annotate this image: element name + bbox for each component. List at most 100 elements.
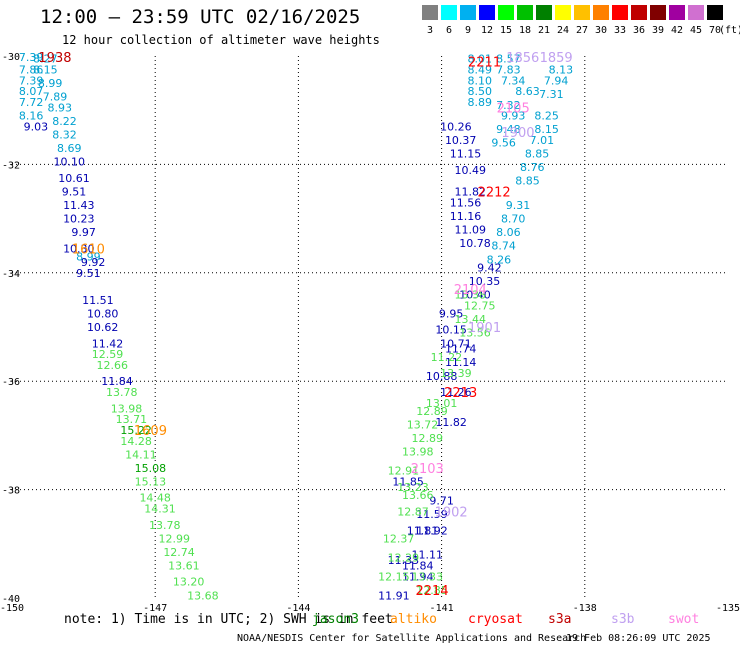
- wave-height-point: 7.72: [19, 96, 44, 109]
- wave-height-point: 8.93: [47, 101, 72, 114]
- wave-height-point: 7.34: [501, 74, 526, 87]
- scale-label: 24: [556, 25, 570, 36]
- wave-height-point: 11.11: [412, 549, 444, 562]
- wave-height-point: 12.87: [397, 505, 429, 518]
- wave-height-point: 9.71: [429, 494, 454, 507]
- wave-height-point: 9.48: [496, 123, 521, 136]
- wave-height-point: 8.22: [52, 115, 77, 128]
- wave-height-point: 13.56: [459, 326, 491, 339]
- wave-height-point: 11.84: [101, 375, 133, 388]
- wave-height-point: 15.22: [120, 424, 152, 437]
- time-annotation: 2211: [468, 55, 501, 70]
- wave-height-point: 11.51: [82, 294, 114, 307]
- wave-height-point: 9.92: [81, 256, 106, 269]
- scale-swatch: [555, 5, 571, 20]
- wave-height-point: 8.01: [468, 53, 493, 66]
- scale-label: 36: [632, 25, 646, 36]
- wave-height-point: 9.31: [506, 199, 531, 212]
- wave-height-point: 12.59: [92, 348, 124, 361]
- wave-height-point: 15.08: [135, 462, 167, 475]
- time-annotation: 1856: [506, 51, 539, 66]
- wave-height-point: 10.49: [454, 164, 486, 177]
- wave-height-point: 8.06: [496, 226, 521, 239]
- scale-swatch: [517, 5, 533, 20]
- wave-height-point: 9.56: [491, 137, 516, 150]
- mission-label: cryosat: [468, 612, 523, 627]
- wave-height-point: 12.74: [163, 546, 195, 559]
- wave-height-point: 11.82: [454, 186, 486, 199]
- scale-label: 21: [537, 25, 551, 36]
- wave-height-point: 9.42: [477, 261, 502, 274]
- scale-label: 70: [708, 25, 722, 36]
- x-tick-label: -138: [573, 603, 597, 614]
- wave-height-point: 9.03: [24, 120, 49, 133]
- wave-height-point: 13.98: [402, 446, 434, 459]
- wave-height-point: 8.85: [515, 175, 540, 188]
- wave-height-point: 8.16: [19, 110, 44, 123]
- wave-height-point: 13.61: [168, 559, 200, 572]
- scale-label: 39: [651, 25, 665, 36]
- mission-label: altiko: [390, 612, 437, 627]
- y-tick-label: -30: [2, 52, 20, 63]
- wave-height-point: 10.71: [440, 337, 472, 350]
- wave-height-point: 12.89: [416, 405, 448, 418]
- wave-height-point: 11.74: [445, 343, 477, 356]
- scale-swatch: [669, 5, 685, 20]
- wave-height-point: 8.85: [525, 148, 550, 161]
- wave-height-point: 11.94: [402, 570, 434, 583]
- wave-height-point: 7.89: [43, 91, 68, 104]
- wave-height-point: 11.82: [435, 416, 467, 429]
- wave-height-point: 13.98: [111, 402, 143, 415]
- mission-label: jason3: [312, 612, 359, 627]
- time-annotation: 2103: [411, 462, 444, 477]
- wave-height-point: 8.70: [501, 213, 526, 226]
- y-tick-label: -38: [2, 486, 20, 497]
- wave-height-point: 8.13: [549, 64, 574, 77]
- wave-height-point: 13.38: [454, 288, 486, 301]
- wave-height-point: 12.29: [388, 551, 420, 564]
- footer-timestamp: 19 Feb 08:26:09 UTC 2025: [566, 633, 711, 644]
- wave-height-point: 8.99: [76, 251, 101, 264]
- time-annotation: 1938: [38, 51, 71, 66]
- time-annotation: 1901: [468, 321, 501, 336]
- wave-height-point: 8.50: [468, 85, 493, 98]
- wave-height-point: 12.66: [96, 359, 128, 372]
- wave-height-point: 11.56: [450, 196, 482, 209]
- chart-title: 12:00 — 23:59 UTC 02/16/2025: [40, 6, 361, 28]
- wave-height-point: 11.14: [445, 356, 477, 369]
- wave-height-point: 7.83: [496, 64, 521, 77]
- x-tick-label: -150: [0, 603, 24, 614]
- scale-swatch: [688, 5, 704, 20]
- wave-height-point: 11.16: [450, 210, 482, 223]
- wave-height-point: 12.89: [412, 432, 444, 445]
- wave-height-point: 11.15: [450, 148, 482, 161]
- wave-height-point: 10.26: [440, 120, 472, 133]
- wave-height-point: 10.62: [87, 321, 119, 334]
- time-annotation: 2105: [497, 101, 530, 116]
- scale-swatch: [612, 5, 628, 20]
- wave-height-point: 13.78: [106, 386, 138, 399]
- wave-height-point: 11.59: [416, 508, 448, 521]
- x-tick-label: -141: [430, 603, 454, 614]
- wave-height-point: 13.20: [173, 576, 205, 589]
- wave-height-point: 11.81: [407, 524, 439, 537]
- x-tick-label: -144: [286, 603, 310, 614]
- wave-height-point: 10.15: [435, 324, 467, 337]
- scale-swatch: [631, 5, 647, 20]
- wave-height-point: 11.85: [392, 475, 424, 488]
- wave-height-point: 10.23: [63, 213, 95, 226]
- wave-height-point: 7.94: [544, 74, 569, 87]
- wave-height-point: 13.39: [440, 367, 472, 380]
- y-tick-label: -40: [2, 594, 20, 605]
- wave-height-point: 8.15: [33, 64, 58, 77]
- wave-height-point: 9.51: [76, 267, 101, 280]
- wave-height-point: 8.89: [468, 96, 493, 109]
- wave-height-point: 7.32: [496, 99, 521, 112]
- scale-label: 15: [499, 25, 513, 36]
- wave-height-point: 8.49: [468, 64, 493, 77]
- time-annotation: 1900: [501, 126, 534, 141]
- wave-height-point: 8.63: [515, 85, 540, 98]
- scale-swatch: [479, 5, 495, 20]
